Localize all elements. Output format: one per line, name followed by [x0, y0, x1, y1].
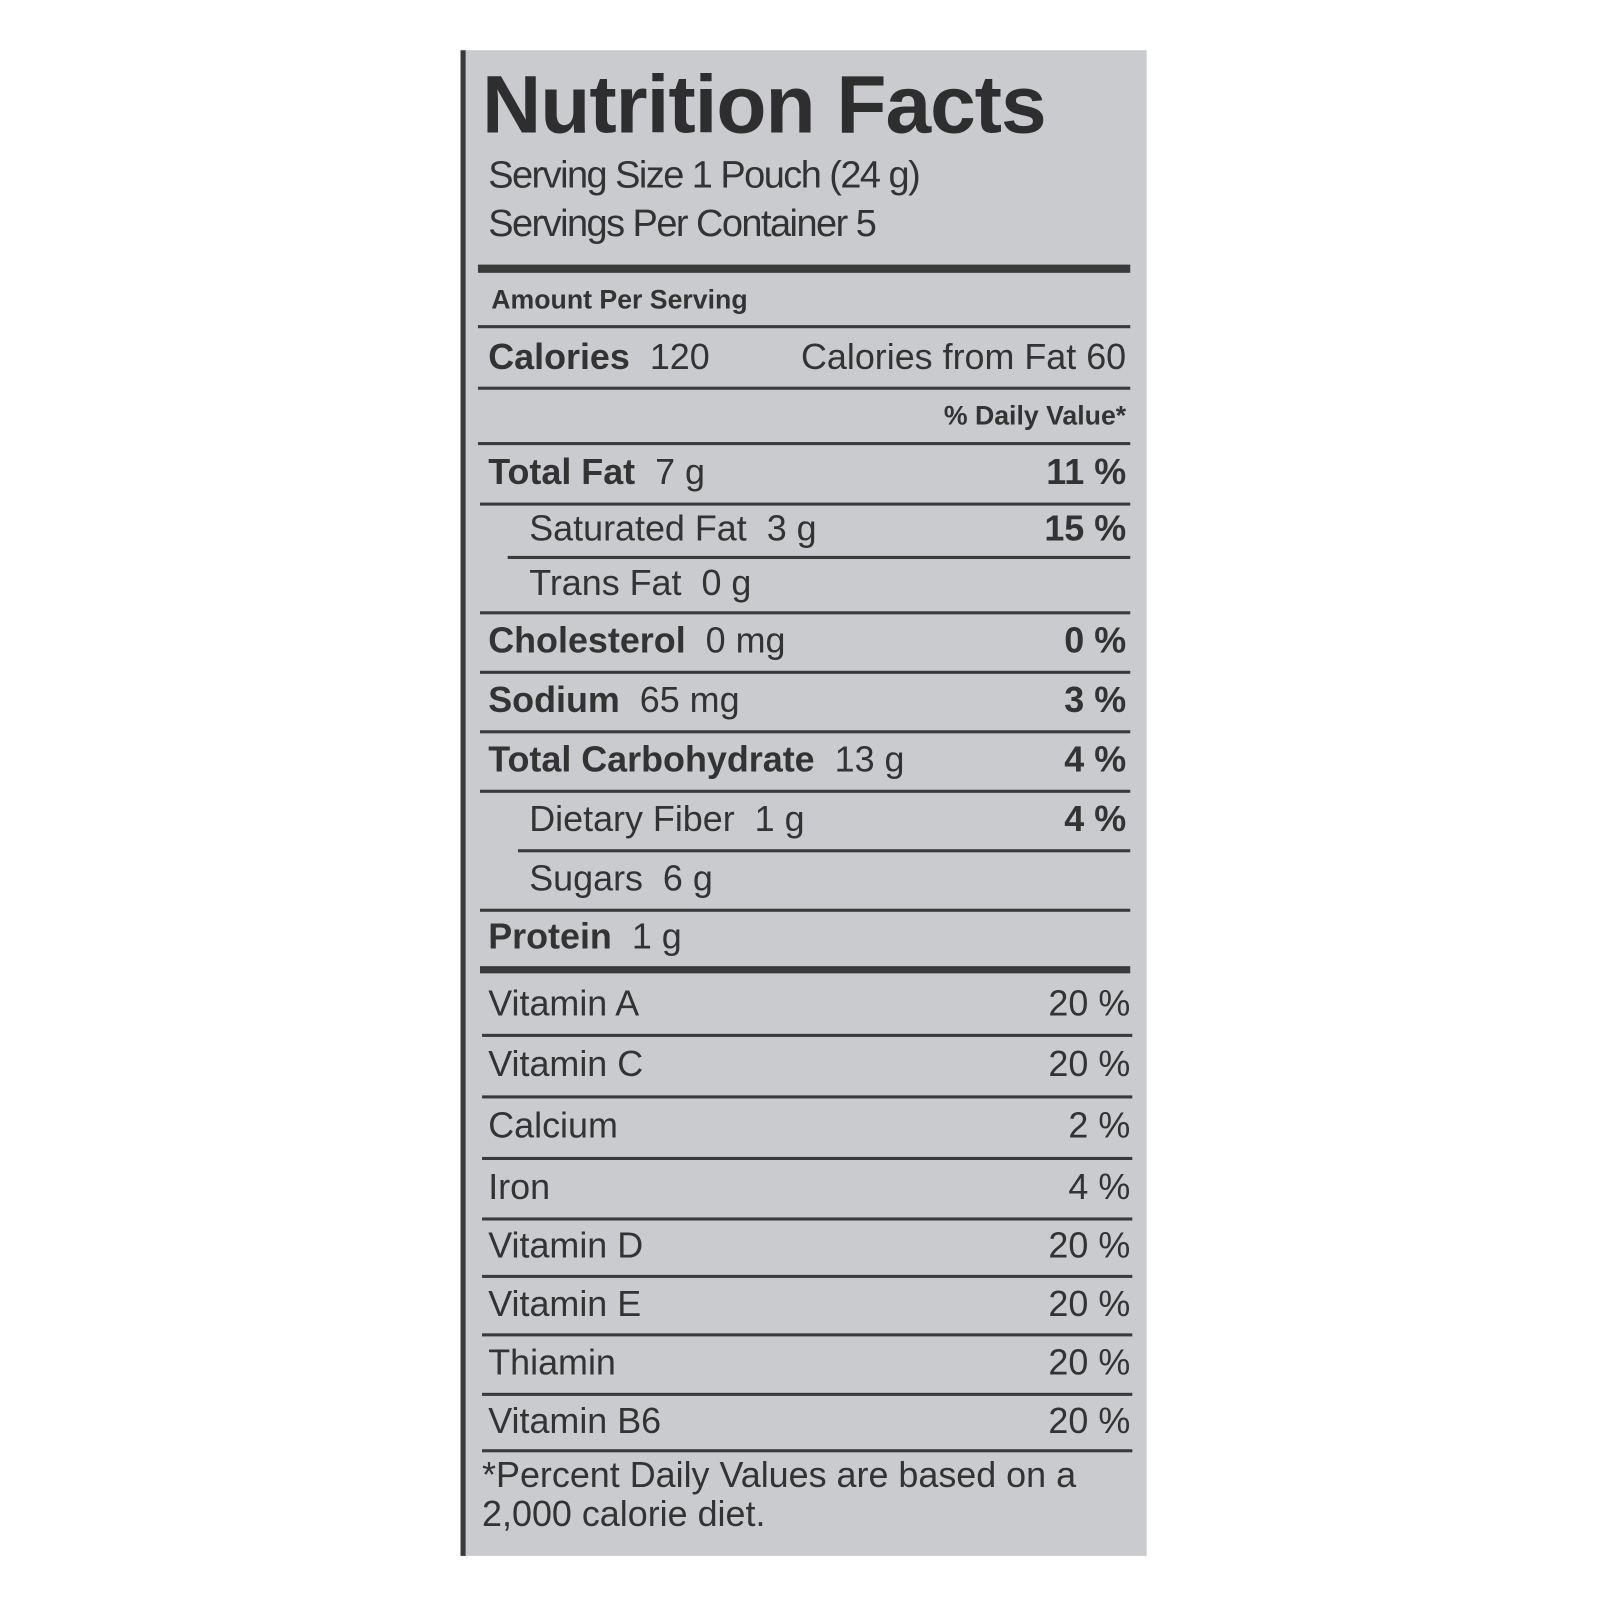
vitamin-row: Vitamin E 20 %: [488, 1277, 1130, 1331]
vitamin-label: Vitamin C: [488, 1044, 644, 1085]
vitamin-dv: 2 %: [1068, 1105, 1131, 1146]
nutrient-dv: 0 %: [1064, 621, 1126, 662]
divider: [482, 1033, 1133, 1037]
nutrient-dv-value: 15 %: [1044, 508, 1127, 549]
nutrient-row: Cholesterol 0 mg 0 %: [488, 613, 1126, 668]
vitamin-row: Thiamin 20 %: [488, 1335, 1130, 1390]
nutrient-amount: 65 mg: [639, 679, 740, 720]
nutrient-row: Protein 1 g: [488, 911, 1126, 964]
vitamin-dv: 20 %: [1048, 1044, 1131, 1085]
divider: [482, 1333, 1133, 1336]
nutrient-dv-value: 4 %: [1064, 798, 1127, 839]
nutrient-dv: 3 %: [1064, 680, 1126, 721]
nutrient-dv: 15 %: [1044, 509, 1126, 550]
nutrient-label: Protein: [488, 916, 612, 957]
nutrient-label: Total Fat: [488, 451, 636, 492]
vitamin-label: Thiamin: [488, 1342, 616, 1383]
divider-thick: [479, 966, 1131, 974]
vitamin-label: Vitamin D: [488, 1225, 644, 1266]
vitamin-label: Iron: [488, 1166, 551, 1207]
amount-per-serving: Amount Per Serving: [491, 283, 748, 315]
divider: [517, 849, 1131, 852]
nutrient-amount: 1 g: [754, 798, 805, 839]
divider: [482, 1156, 1133, 1160]
vitamin-label: Vitamin B6: [488, 1400, 662, 1441]
vitamin-dv: 20 %: [1048, 1342, 1131, 1383]
divider: [479, 611, 1131, 614]
nutrient-amount: 3 g: [766, 508, 817, 549]
nutrient-dv-value: 4 %: [1064, 739, 1127, 780]
vitamin-label: Vitamin E: [488, 1283, 642, 1324]
vitamin-row: Vitamin D 20 %: [488, 1219, 1130, 1272]
calories-label: Calories: [488, 337, 630, 378]
divider: [479, 789, 1131, 793]
nutrient-amount: 0 mg: [705, 620, 786, 661]
footnote: *Percent Daily Values are based on a 2,0…: [482, 1455, 1077, 1535]
nutrient-amount: 7 g: [655, 451, 705, 492]
vitamin-dv: 4 %: [1068, 1166, 1131, 1207]
nutrient-dv: 4 %: [1064, 739, 1126, 780]
vitamin-dv: 20 %: [1048, 1400, 1131, 1441]
label-title: Nutrition Facts: [482, 58, 1047, 150]
divider: [477, 442, 1131, 445]
nutrient-label: Sugars: [529, 858, 643, 899]
vitamin-dv: 20 %: [1048, 983, 1131, 1024]
divider: [479, 502, 1131, 506]
nutrient-dv-value: 11 %: [1046, 451, 1127, 492]
serving-size: Serving Size 1 Pouch (24 g): [488, 153, 921, 196]
vitamin-dv: 20 %: [1048, 1225, 1131, 1266]
nutrient-amount: 6 g: [662, 858, 713, 899]
vitamin-label: Vitamin A: [488, 983, 640, 1024]
daily-value-header: % Daily Value*: [943, 399, 1127, 431]
divider: [507, 555, 1131, 559]
nutrient-amount: 1 g: [631, 916, 682, 957]
nutrient-row: Dietary Fiber 1 g 4 %: [488, 792, 1126, 847]
divider: [477, 325, 1131, 328]
vitamin-row: Iron 4 %: [488, 1159, 1130, 1215]
nutrient-label: Saturated Fat: [529, 508, 747, 549]
divider-thick: [477, 264, 1131, 273]
nutrient-label: Trans Fat: [529, 563, 682, 604]
divider: [482, 1274, 1133, 1278]
divider: [479, 670, 1131, 674]
vitamin-row: Vitamin B6 20 %: [488, 1395, 1130, 1447]
servings-per-container: Servings Per Container 5: [488, 202, 877, 245]
nutrient-row: Total Fat 7 g 11 %: [488, 444, 1126, 500]
calories-value: 120: [649, 337, 710, 378]
nutrient-row: Sugars 6 g: [488, 851, 1126, 906]
vitamin-label: Calcium: [488, 1105, 618, 1146]
nutrient-label: Dietary Fiber: [529, 798, 735, 839]
divider: [482, 1095, 1133, 1098]
nutrient-row: Sodium 65 mg 3 %: [488, 673, 1126, 728]
vitamin-row: Calcium 2 %: [488, 1097, 1130, 1154]
nutrient-label: Sodium: [488, 679, 620, 720]
divider: [477, 386, 1131, 390]
nutrient-amount: 13 g: [834, 739, 905, 780]
nutrient-dv: 4 %: [1064, 799, 1126, 840]
label-panel: [460, 50, 1147, 1556]
calories-from-fat: Calories from Fat 60: [800, 337, 1127, 378]
nutrient-dv-value: 0 %: [1064, 620, 1127, 661]
nutrient-row: Total Carbohydrate 13 g 4 %: [488, 732, 1126, 787]
calories-row: Calories 120 Calories from Fat 60: [488, 328, 1126, 387]
divider: [479, 908, 1131, 912]
divider: [482, 1392, 1133, 1396]
vitamin-row: Vitamin A 20 %: [488, 975, 1130, 1031]
divider: [482, 1217, 1133, 1220]
nutrient-row: Saturated Fat 3 g 15 %: [488, 505, 1126, 554]
divider: [482, 1449, 1133, 1452]
nutrient-amount: 0 g: [701, 563, 752, 604]
vitamin-row: Vitamin C 20 %: [488, 1036, 1130, 1093]
nutrient-dv-value: 3 %: [1064, 679, 1127, 720]
nutrient-row: Trans Fat 0 g: [488, 558, 1126, 609]
vitamin-dv: 20 %: [1048, 1283, 1131, 1324]
divider: [479, 730, 1131, 733]
nutrient-label: Total Carbohydrate: [488, 739, 815, 780]
nutrient-label: Cholesterol: [488, 620, 686, 661]
nutrient-dv: 11 %: [1046, 452, 1126, 493]
